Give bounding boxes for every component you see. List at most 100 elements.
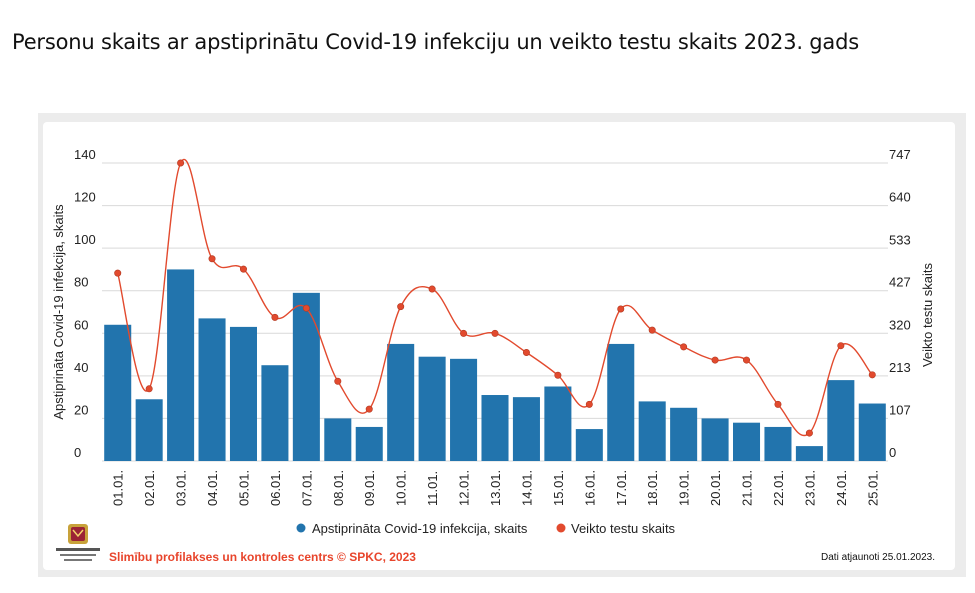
bar [355,426,383,461]
tests-point [208,255,216,263]
legend-marker-line [556,523,566,533]
x-tick-label: 10.01. [394,470,409,506]
y-right-tick-label: 533 [889,232,911,247]
x-tick-label: 16.01. [582,470,597,506]
y-right-tick-label: 427 [889,275,911,290]
tests-point [460,329,468,337]
y-left-tick-label: 100 [74,232,96,247]
y-right-tick-label: 107 [889,402,911,417]
x-tick-label: 22.01. [771,470,786,506]
bar [827,380,855,461]
source-text: Slimību profilakses un kontroles centrs … [109,550,416,564]
x-tick-label: 12.01. [457,470,472,506]
bar [544,386,572,461]
legend-label-bar: Apstiprināta Covid-19 infekcija, skaits [312,521,528,536]
y-left-tick-label: 0 [74,445,81,460]
x-tick-label: 05.01. [236,470,251,506]
bar [261,365,289,461]
x-tick-label: 24.01. [834,470,849,506]
tests-point [397,303,405,311]
x-tick-label: 17.01. [614,470,629,506]
x-tick-label: 14.01. [519,470,534,506]
bar [450,358,478,461]
tests-point [743,356,751,364]
tests-point [177,159,185,167]
x-tick-label: 18.01. [645,470,660,506]
bar [638,401,666,461]
tests-point [648,326,656,334]
legend-label-line: Veikto testu skaits [571,521,676,536]
bar [104,324,132,461]
tests-point [239,265,247,273]
tests-point [334,377,342,385]
x-tick-label: 23.01. [802,470,817,506]
bar [198,318,226,461]
bar [229,326,257,461]
tests-point [145,385,153,393]
tests-point [680,343,688,351]
bar [292,292,320,461]
x-tick-label: 13.01. [488,470,503,506]
tests-point [805,429,813,437]
tests-point [868,371,876,379]
tests-point [774,400,782,408]
bar [324,418,352,461]
bar [858,403,886,461]
y-left-tick-label: 80 [74,275,88,290]
x-tick-label: 21.01. [740,470,755,506]
tests-point [554,371,562,379]
y-left-tick-label: 140 [74,147,96,162]
bar [575,429,603,461]
tests-point [114,269,122,277]
bar [135,399,163,461]
x-tick-label: 01.01. [111,470,126,506]
x-tick-label: 25.01. [865,470,880,506]
page-title: Personu skaits ar apstiprinātu Covid-19 … [12,30,859,54]
tests-point [617,305,625,313]
x-tick-label: 02.01. [142,470,157,506]
tests-point [711,356,719,364]
bar [512,397,540,461]
bar [795,446,823,461]
x-tick-label: 03.01. [174,470,189,506]
tests-point [491,329,499,337]
x-tick-label: 04.01. [205,470,220,506]
bar [701,418,729,461]
x-tick-label: 19.01. [677,470,692,506]
bar [607,343,635,461]
updated-text: Dati atjaunoti 25.01.2023. [821,552,935,563]
y-left-axis-title: Apstiprināta Covid-19 infekcija, skaits [51,204,66,420]
x-tick-label: 07.01. [299,470,314,506]
tests-point [585,400,593,408]
bar [733,422,761,461]
tests-point [428,285,436,293]
bar [764,426,792,461]
y-right-tick-label: 213 [889,360,911,375]
tests-point [522,348,530,356]
y-left-tick-label: 60 [74,317,88,332]
chart-card [43,122,955,570]
legend-marker-bar [296,523,306,533]
x-tick-label: 08.01. [331,470,346,506]
y-left-tick-label: 120 [74,190,96,205]
bar [418,356,446,461]
x-tick-label: 09.01. [362,470,377,506]
x-tick-label: 20.01. [708,470,723,506]
tests-point [302,304,310,312]
x-tick-label: 06.01. [268,470,283,506]
bar [387,343,415,461]
y-right-axis-title: Veikto testu skaits [920,262,935,367]
spkc-logo-icon [56,524,100,561]
y-right-tick-label: 0 [889,445,896,460]
tests-point [837,342,845,350]
y-right-tick-label: 320 [889,317,911,332]
tests-point [365,405,373,413]
tests-point [271,313,279,321]
y-right-tick-label: 640 [889,190,911,205]
x-tick-label: 15.01. [551,470,566,506]
y-left-tick-label: 40 [74,360,88,375]
x-tick-label: 11.01. [425,471,440,506]
y-left-tick-label: 20 [74,402,88,417]
bar [481,395,509,461]
